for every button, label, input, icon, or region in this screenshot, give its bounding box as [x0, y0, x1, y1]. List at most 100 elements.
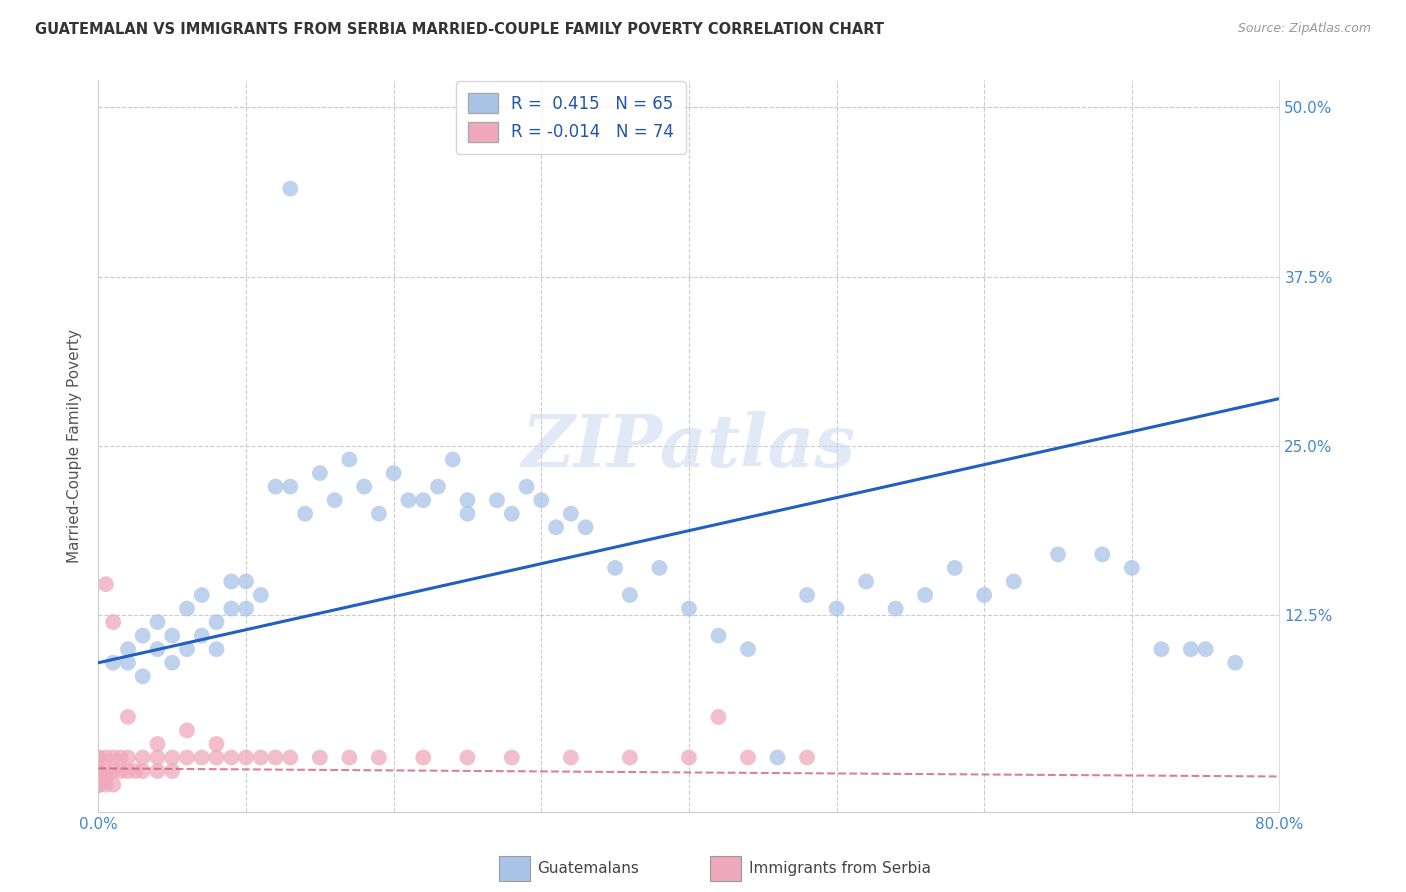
Point — [501, 750, 523, 764]
Point — [162, 764, 183, 778]
Point — [87, 778, 110, 792]
Point — [1195, 642, 1218, 657]
Point — [707, 629, 730, 643]
Point — [117, 764, 139, 778]
Point — [87, 778, 110, 792]
Point — [87, 778, 110, 792]
Point — [87, 778, 110, 792]
Point — [87, 771, 110, 785]
Point — [87, 778, 110, 792]
Point — [87, 778, 110, 792]
Point — [132, 669, 155, 683]
Point — [87, 778, 110, 792]
Point — [205, 615, 228, 629]
Point — [87, 750, 110, 764]
Point — [117, 750, 139, 764]
Point — [191, 588, 214, 602]
Point — [221, 601, 243, 615]
Point — [94, 771, 117, 785]
Point — [457, 507, 479, 521]
Point — [323, 493, 346, 508]
Point — [235, 601, 257, 615]
Point — [94, 764, 117, 778]
Point — [103, 615, 125, 629]
Point — [132, 764, 155, 778]
Legend: R =  0.415   N = 65, R = -0.014   N = 74: R = 0.415 N = 65, R = -0.014 N = 74 — [456, 81, 686, 153]
Point — [103, 764, 125, 778]
Point — [191, 750, 214, 764]
Y-axis label: Married-Couple Family Poverty: Married-Couple Family Poverty — [67, 329, 83, 563]
Point — [176, 601, 198, 615]
Point — [87, 750, 110, 764]
Point — [264, 480, 287, 494]
Point — [87, 771, 110, 785]
Point — [221, 574, 243, 589]
Point — [884, 601, 907, 615]
Point — [280, 480, 302, 494]
Point — [486, 493, 509, 508]
Point — [205, 642, 228, 657]
Point — [94, 778, 117, 792]
Point — [117, 710, 139, 724]
Point — [176, 723, 198, 738]
Point — [339, 452, 361, 467]
Point — [87, 778, 110, 792]
Point — [619, 588, 641, 602]
Point — [250, 588, 273, 602]
Point — [87, 778, 110, 792]
Point — [619, 750, 641, 764]
Point — [87, 778, 110, 792]
Point — [146, 750, 169, 764]
Point — [87, 771, 110, 785]
Point — [855, 574, 877, 589]
Point — [176, 642, 198, 657]
Point — [132, 750, 155, 764]
Point — [309, 750, 332, 764]
Point — [560, 750, 582, 764]
Point — [1225, 656, 1247, 670]
Point — [87, 764, 110, 778]
Point — [94, 577, 117, 591]
Point — [648, 561, 671, 575]
Point — [146, 615, 169, 629]
Point — [87, 778, 110, 792]
Point — [103, 778, 125, 792]
Point — [146, 642, 169, 657]
Point — [973, 588, 995, 602]
Text: Immigrants from Serbia: Immigrants from Serbia — [749, 862, 931, 876]
Point — [294, 507, 316, 521]
Point — [501, 507, 523, 521]
Point — [707, 710, 730, 724]
Point — [205, 737, 228, 751]
Point — [146, 737, 169, 751]
Point — [1180, 642, 1202, 657]
Point — [235, 750, 257, 764]
Point — [560, 507, 582, 521]
Point — [737, 750, 759, 764]
Point — [280, 181, 302, 195]
Point — [87, 764, 110, 778]
Point — [280, 750, 302, 764]
Point — [309, 466, 332, 480]
Point — [87, 778, 110, 792]
Point — [264, 750, 287, 764]
Point — [943, 561, 966, 575]
Point — [87, 778, 110, 792]
Point — [427, 480, 450, 494]
Point — [110, 750, 132, 764]
Point — [457, 493, 479, 508]
Point — [87, 778, 110, 792]
Point — [1002, 574, 1025, 589]
Point — [457, 750, 479, 764]
Point — [382, 466, 405, 480]
Text: ZIPatlas: ZIPatlas — [522, 410, 856, 482]
Point — [87, 778, 110, 792]
Point — [1150, 642, 1173, 657]
Text: Source: ZipAtlas.com: Source: ZipAtlas.com — [1237, 22, 1371, 36]
Point — [87, 778, 110, 792]
Point — [205, 750, 228, 764]
Point — [605, 561, 627, 575]
Point — [87, 764, 110, 778]
Point — [368, 507, 391, 521]
Point — [825, 601, 848, 615]
